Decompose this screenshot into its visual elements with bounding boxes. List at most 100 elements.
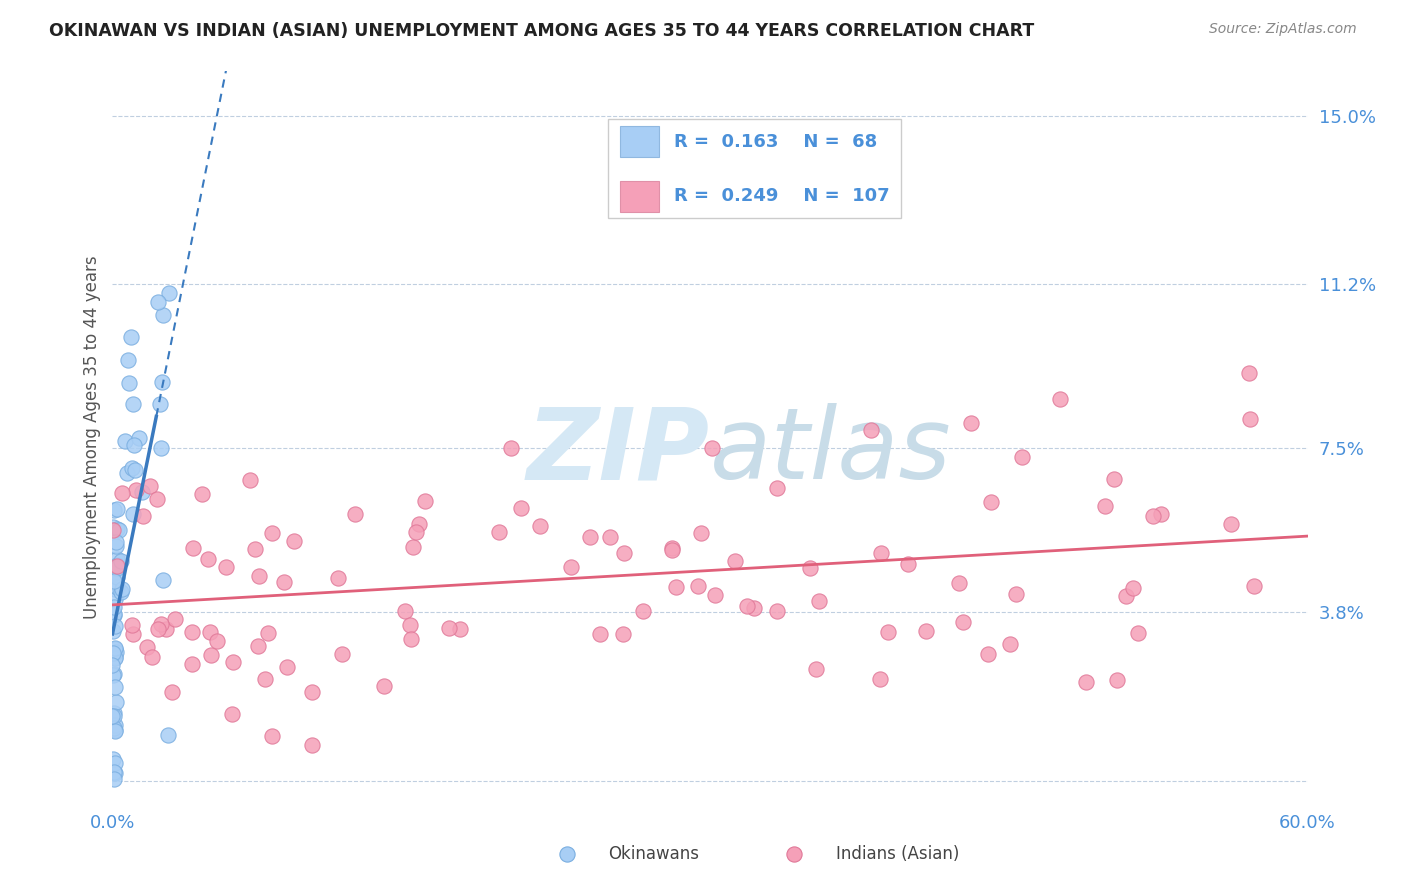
Point (152, 308, 174, 322)
Point (686, 579, 709, 593)
Point (155, 622, 177, 636)
Point (104, 756, 127, 771)
Point (103, 574, 125, 589)
Point (1004, 587, 1026, 601)
Point (103, 721, 125, 735)
Point (612, 626, 634, 640)
Point (276, 660, 298, 674)
Point (1142, 508, 1164, 523)
Point (661, 541, 683, 555)
Point (141, 649, 163, 664)
Point (799, 561, 821, 575)
Point (1011, 450, 1033, 464)
Text: Source: ZipAtlas.com: Source: ZipAtlas.com (1209, 22, 1357, 37)
Point (578, 530, 600, 544)
Point (150, 375, 173, 389)
Point (1074, 674, 1097, 689)
Point (131, 509, 153, 524)
Point (101, 668, 124, 682)
Point (103, 600, 125, 615)
Point (914, 624, 936, 639)
Point (394, 604, 416, 618)
Point (181, 657, 204, 671)
Point (408, 517, 430, 532)
Point (529, 519, 551, 533)
Point (257, 625, 280, 640)
Point (149, 397, 172, 411)
Point (103, 519, 125, 533)
Point (214, 560, 236, 574)
Point (104, 724, 127, 739)
Point (998, 637, 1021, 651)
Point (122, 508, 145, 522)
Point (860, 423, 883, 437)
Point (703, 588, 725, 602)
Point (1049, 392, 1071, 407)
Point (121, 397, 143, 411)
Point (124, 462, 146, 476)
Point (413, 493, 436, 508)
Text: ZIP: ZIP (527, 403, 710, 500)
Point (222, 655, 245, 669)
Point (1115, 589, 1137, 603)
Point (149, 617, 172, 632)
Point (111, 485, 134, 500)
Point (254, 672, 277, 686)
Point (197, 552, 219, 566)
Point (146, 294, 169, 309)
Point (806, 662, 828, 676)
Text: Indians (Asian): Indians (Asian) (835, 845, 959, 863)
Point (205, 633, 228, 648)
Point (948, 575, 970, 590)
Point (163, 612, 186, 626)
Point (104, 723, 127, 737)
Point (152, 573, 174, 587)
Point (877, 625, 900, 640)
Point (301, 684, 323, 698)
Point (343, 507, 366, 521)
Point (120, 330, 142, 344)
Point (560, 559, 582, 574)
Point (150, 441, 173, 455)
Point (101, 624, 124, 638)
Text: R =  0.249    N =  107: R = 0.249 N = 107 (675, 187, 890, 205)
Point (103, 607, 125, 621)
Point (104, 640, 127, 655)
Point (111, 582, 134, 596)
Point (373, 679, 395, 693)
Point (1219, 516, 1241, 531)
Point (260, 729, 283, 743)
Point (1237, 366, 1260, 380)
Text: atlas: atlas (710, 403, 952, 500)
Point (103, 772, 125, 787)
Point (103, 502, 125, 516)
Text: Okinawans: Okinawans (609, 845, 699, 863)
Point (301, 738, 323, 752)
Point (977, 648, 1000, 662)
Point (105, 559, 128, 574)
Point (661, 543, 683, 558)
Point (118, 376, 141, 391)
Point (869, 673, 891, 687)
Point (402, 540, 425, 554)
Point (449, 622, 471, 636)
Point (260, 526, 283, 541)
Point (1239, 412, 1261, 426)
Point (665, 580, 688, 594)
Point (105, 552, 128, 566)
Point (200, 648, 222, 662)
Point (117, 466, 139, 480)
Point (104, 641, 127, 656)
Point (330, 648, 353, 662)
Point (114, 434, 136, 449)
Point (104, 540, 127, 554)
Point (105, 569, 128, 583)
Point (589, 627, 612, 641)
Point (328, 571, 350, 585)
Point (198, 625, 221, 640)
Point (103, 608, 125, 623)
Point (125, 483, 148, 497)
Point (103, 607, 125, 622)
Point (283, 534, 305, 549)
Point (101, 708, 124, 723)
